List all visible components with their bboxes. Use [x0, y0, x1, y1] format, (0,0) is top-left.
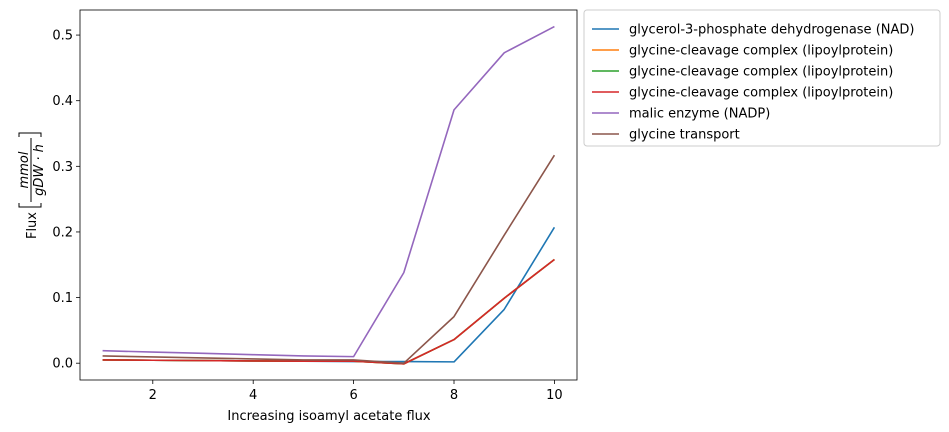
x-tick-label: 6 — [349, 388, 357, 403]
x-tick-label: 10 — [546, 388, 563, 403]
legend-label-2: glycine-cleavage complex (lipoylprotein) — [629, 44, 893, 59]
y-tick-label: 0.1 — [52, 291, 73, 306]
y-axis-title-numerator: mmol — [17, 151, 32, 188]
series-line-4 — [102, 258, 555, 365]
plot-lines — [102, 25, 556, 365]
x-tick-label: 8 — [450, 388, 458, 403]
y-tick-label: 0.3 — [52, 160, 73, 175]
x-axis-title: Increasing isoamyl acetate flux — [227, 409, 430, 424]
y-tick-label: 0.2 — [52, 225, 73, 240]
y-axis-title-right-bracket — [18, 132, 42, 137]
legend-label-3: glycine-cleavage complex (lipoylprotein) — [629, 65, 893, 80]
series-line-1 — [102, 226, 556, 363]
legend-label-1: glycerol-3-phosphate dehydrogenase (NAD) — [629, 23, 914, 38]
y-tick-label: 0.0 — [52, 357, 73, 372]
y-tick-label: 0.4 — [52, 94, 73, 109]
legend-label-6: glycine transport — [629, 128, 740, 143]
y-axis-title: Flux mmol gDW · h — [17, 132, 47, 239]
series-line-6 — [102, 154, 556, 364]
x-tick-label: 2 — [149, 388, 157, 403]
legend-frame — [583, 9, 941, 147]
plot-frame — [79, 9, 578, 381]
y-axis-title-denominator: gDW · h — [32, 144, 47, 196]
y-axis-title-left-bracket — [18, 203, 42, 208]
series-line-5 — [102, 25, 555, 358]
legend-label-4: glycine-cleavage complex (lipoylprotein) — [629, 86, 893, 101]
y-axis-title-prefix: Flux — [25, 212, 40, 239]
legend: glycerol-3-phosphate dehydrogenase (NAD)… — [583, 9, 941, 147]
y-axis: 0.0 0.1 0.2 0.3 0.4 0.5 — [52, 29, 80, 372]
legend-label-5: malic enzyme (NADP) — [629, 107, 770, 122]
x-axis: 2 4 6 8 10 — [149, 380, 563, 403]
y-tick-label: 0.5 — [52, 29, 73, 44]
x-tick-label: 4 — [249, 388, 257, 403]
